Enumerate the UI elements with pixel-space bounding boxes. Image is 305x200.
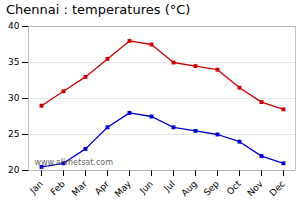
svg-text:35: 35 (8, 57, 19, 67)
svg-text:Jun: Jun (137, 179, 155, 197)
svg-text:Feb: Feb (49, 179, 68, 198)
svg-text:30: 30 (8, 93, 20, 103)
svg-text:40: 40 (8, 21, 20, 31)
svg-text:Nov: Nov (245, 178, 265, 198)
svg-text:25: 25 (8, 129, 19, 139)
svg-text:www.allmetsat.com: www.allmetsat.com (35, 158, 114, 167)
svg-text:Oct: Oct (225, 178, 243, 196)
svg-text:Apr: Apr (93, 179, 111, 197)
svg-text:May: May (113, 178, 134, 198)
svg-text:Jan: Jan (27, 179, 45, 197)
svg-text:Aug: Aug (179, 179, 199, 198)
svg-text:Jul: Jul (161, 179, 176, 194)
svg-text:Mar: Mar (70, 178, 89, 197)
svg-text:Dec: Dec (268, 179, 287, 198)
svg-text:Sep: Sep (202, 179, 221, 198)
svg-text:20: 20 (8, 165, 20, 175)
html-text:Chennai : temperatures (°C): Chennai : temperatures (°C) (6, 2, 191, 17)
